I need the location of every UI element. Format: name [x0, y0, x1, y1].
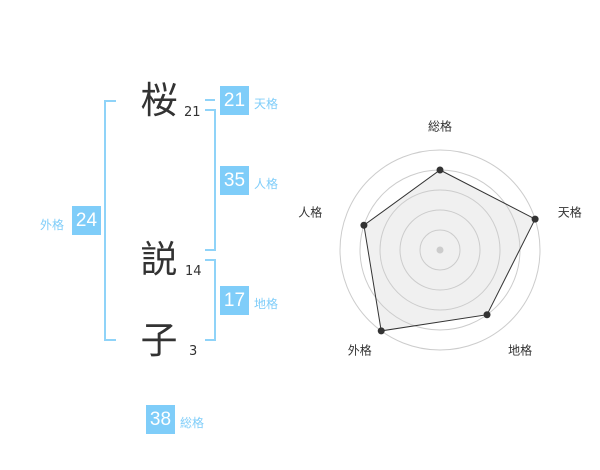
stroke-count-3: 3 [189, 344, 198, 359]
radar-point-0 [436, 166, 444, 174]
radar-grid-ring [419, 229, 461, 271]
radar-point-4 [360, 221, 368, 229]
radar-grid-ring [379, 189, 501, 311]
radar-grid-ring [399, 209, 481, 291]
jinkaku-badge: 35 [220, 166, 249, 195]
tenkaku-badge: 21 [220, 86, 249, 115]
radar-center-dot [436, 246, 444, 254]
jinkaku-bracket-bottom [205, 249, 215, 251]
name-char-3: 子 [140, 319, 178, 362]
tenkaku-label: 天格 [254, 97, 279, 111]
jinkaku-bracket-top [205, 109, 215, 111]
radar-area-fill [363, 170, 536, 331]
radar-axis-label: 天格 [557, 205, 582, 220]
radar-axis-label: 総格 [427, 119, 453, 134]
chikaku-bracket-top [205, 259, 215, 261]
radar-point-1 [531, 215, 539, 223]
gaikaku-bracket [104, 100, 106, 341]
chikaku-bracket [214, 259, 216, 341]
jinkaku-label: 人格 [254, 177, 279, 191]
tenkaku-line-top [205, 99, 215, 101]
gaikaku-bracket-bottom [104, 339, 116, 341]
name-char-2: 説 [140, 238, 178, 281]
chikaku-badge: 17 [220, 286, 249, 315]
soukaku-badge: 38 [146, 405, 175, 434]
radar-axis-label: 地格 [508, 343, 533, 358]
gaikaku-bracket-top [104, 100, 116, 102]
chikaku-label: 地格 [254, 297, 279, 311]
radar-grid-ring [339, 149, 541, 351]
radar-point-3 [377, 327, 385, 335]
stroke-count-1: 21 [184, 105, 201, 120]
name-char-1: 桜 [140, 79, 178, 122]
radar-point-2 [483, 311, 491, 319]
chikaku-bracket-bottom [205, 339, 215, 341]
radar-axis-label: 外格 [347, 343, 372, 358]
radar-area-outline [363, 169, 536, 332]
stroke-count-2: 14 [185, 264, 202, 279]
gaikaku-badge: 24 [72, 206, 101, 235]
jinkaku-bracket [214, 109, 216, 251]
gaikaku-label: 外格 [40, 218, 65, 232]
soukaku-label: 総格 [180, 416, 205, 430]
radar-axis-label: 人格 [298, 205, 323, 220]
